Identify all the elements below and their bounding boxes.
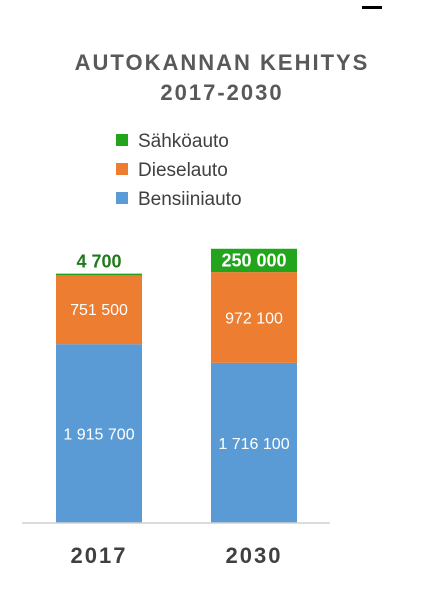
bar-bensiiniauto-2017 [56, 344, 142, 523]
bar-bensiiniauto-2030 [211, 362, 297, 523]
legend-swatch-bensiiniauto [116, 192, 128, 204]
bar-sähköauto-2017 [56, 273, 142, 276]
category-labels: 2017 2030 [71, 543, 283, 568]
data-label-sähköauto-2030: 250 000 [221, 250, 286, 270]
bar-dieselauto-2017 [56, 274, 142, 345]
bars-group: 1 915 700 751 500 4 700 1 716 100 972 100 250… [56, 248, 297, 523]
data-label-bensiiniauto-2017: 1 915 700 [63, 427, 134, 444]
chart-title-line-1: AUTOKANNAN KEHITYS [75, 50, 370, 75]
legend-swatch-dieselauto [116, 163, 128, 175]
legend: Sähköauto Dieselauto Bensiiniauto [116, 131, 242, 210]
corner-mark [362, 6, 382, 9]
legend-label-dieselauto: Dieselauto [138, 160, 228, 181]
legend-label-bensiiniauto: Bensiiniauto [138, 189, 242, 210]
chart-title-line-2: 2017-2030 [160, 80, 283, 105]
data-label-bensiiniauto-2030: 1 716 100 [218, 436, 289, 453]
bar-sähköauto-2030 [211, 248, 297, 273]
data-label-dieselauto-2017: 751 500 [70, 302, 128, 319]
x-tick-label-2017: 2017 [71, 543, 128, 568]
data-label-sähköauto-2017: 4 700 [76, 252, 121, 272]
x-tick-label-2030: 2030 [226, 543, 283, 568]
bar-dieselauto-2030 [211, 272, 297, 363]
data-label-dieselauto-2030: 972 100 [225, 310, 283, 327]
legend-swatch-sähköauto [116, 134, 128, 146]
legend-label-sähköauto: Sähköauto [138, 131, 229, 152]
